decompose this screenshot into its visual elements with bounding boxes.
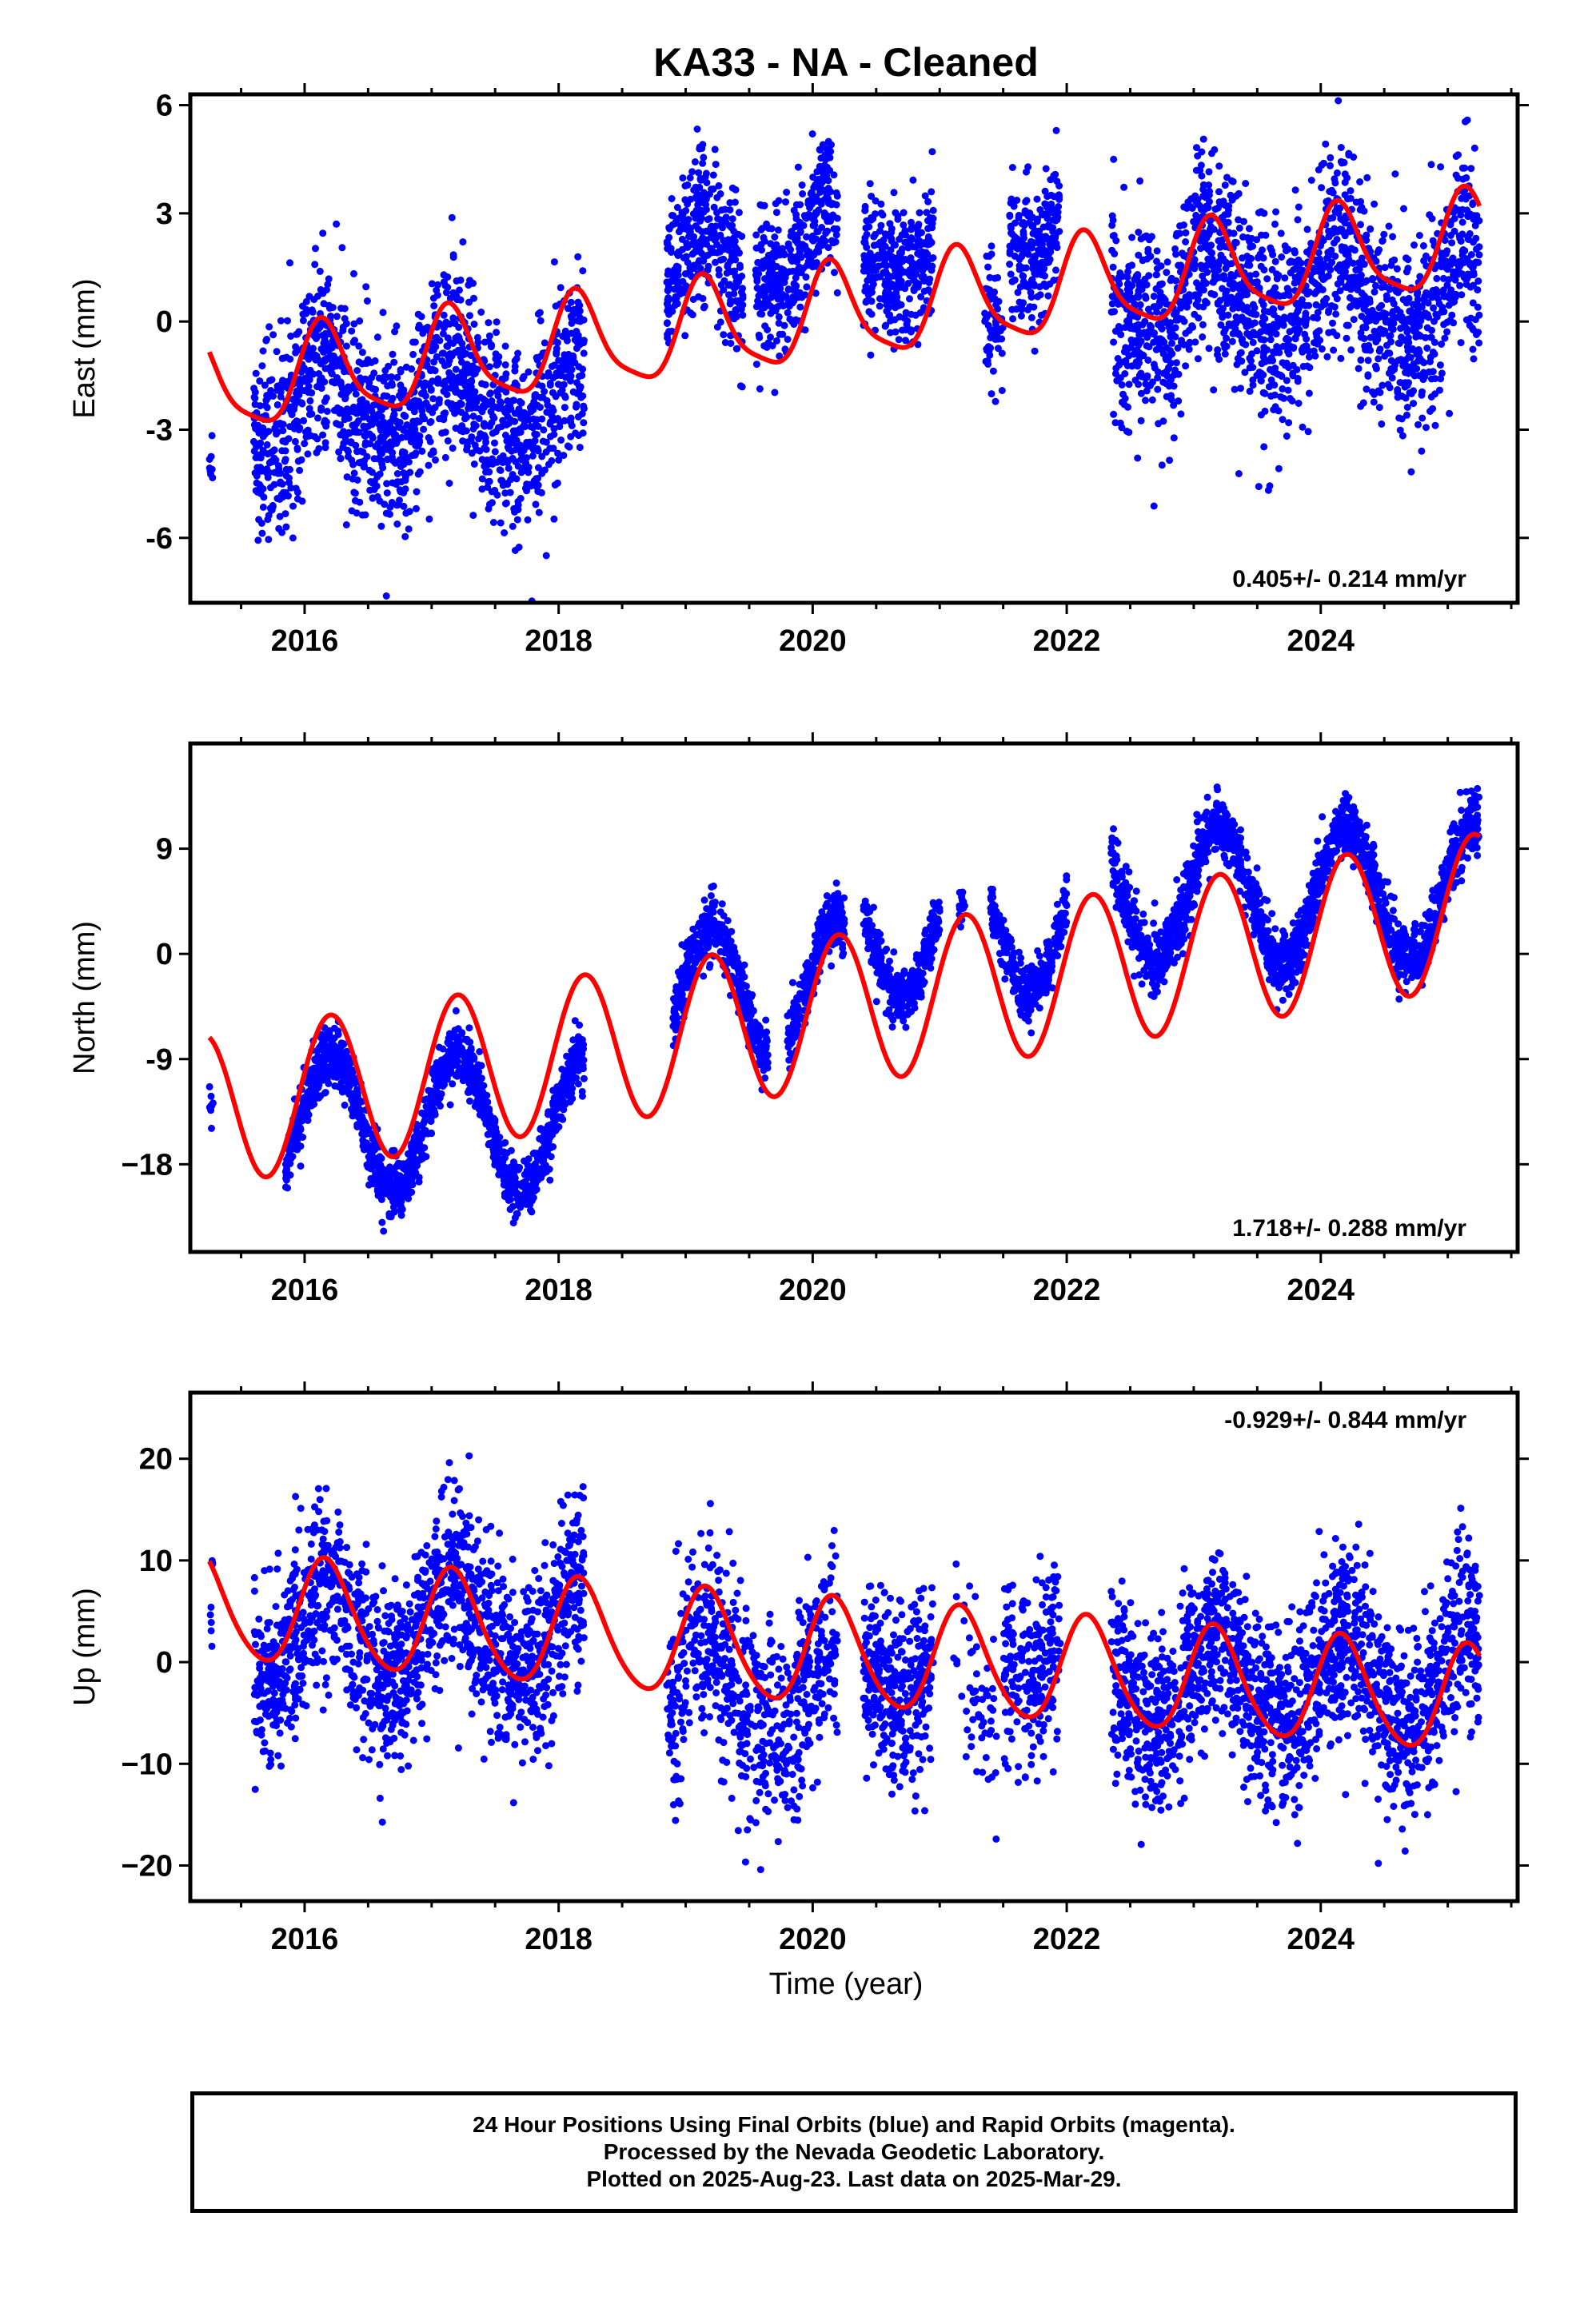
- up-points: [206, 1452, 1483, 1901]
- east-y-tick-label: -3: [146, 413, 173, 447]
- north-x-tick-label: 2018: [525, 1274, 592, 1307]
- east-y-tick-label: 6: [156, 90, 173, 123]
- up-model-fit: [207, 1555, 1482, 1748]
- north-y-tick-label: −18: [122, 1148, 173, 1182]
- up-x-tick-label: 2020: [779, 1923, 847, 1956]
- caption-line-3: Plotted on 2025-Aug-23. Last data on 202…: [586, 2167, 1122, 2191]
- east-y-axis-label: East (mm): [68, 278, 102, 418]
- north-x-tick-label: 2024: [1287, 1274, 1355, 1307]
- up-y-tick-label: 20: [139, 1443, 173, 1477]
- up-x-tick-label: 2022: [1033, 1923, 1101, 1956]
- east-panel: 2016 2018 2020 2022 2024 -6 -3 0 3 6 East (mm) 0.40…: [68, 83, 1529, 658]
- east-x-tick-label: 2024: [1287, 624, 1355, 658]
- up-y-tick-label: −20: [122, 1849, 173, 1883]
- east-x-tick-label: 2020: [779, 624, 847, 658]
- north-x-tick-label: 2016: [271, 1274, 339, 1307]
- east-model-fit: [207, 183, 1482, 423]
- north-panel: 2016 2018 2020 2022 2024 −18 -9 0 9 North (mm) 1.7…: [68, 732, 1529, 1307]
- east-x-tick-label: 2016: [271, 624, 339, 658]
- up-y-tick-label: −10: [122, 1748, 173, 1781]
- caption-line-2: Processed by the Nevada Geodetic Laborat…: [603, 2139, 1105, 2164]
- up-daily-positions: [206, 1452, 1483, 1901]
- north-y-tick-label: 9: [156, 833, 173, 867]
- figure-title: KA33 - NA - Cleaned: [653, 40, 1039, 85]
- north-x-tick-label: 2022: [1033, 1274, 1101, 1307]
- up-y-tick-label: 0: [156, 1646, 173, 1680]
- up-rate-label: -0.929+/- 0.844 mm/yr: [1224, 1407, 1466, 1433]
- up-frame: [188, 1390, 1520, 1903]
- north-points: [205, 783, 1483, 1235]
- east-frame: [188, 92, 1520, 605]
- east-y-tick-label: -6: [146, 522, 173, 556]
- up-y-tick-label: 10: [139, 1545, 173, 1578]
- east-y-tick-label: 3: [156, 197, 173, 231]
- caption-box: 24 Hour Positions Using Final Orbits (bl…: [190, 2091, 1518, 2213]
- north-y-axis-label: North (mm): [68, 921, 102, 1074]
- east-points: [205, 97, 1483, 603]
- north-rate-label: 1.718+/- 0.288 mm/yr: [1232, 1215, 1466, 1242]
- up-panel: 2016 2018 2020 2022 2024 −20 −10 0 10 20 Up (mm) -0…: [68, 1381, 1529, 1956]
- east-x-tick-label: 2018: [525, 624, 592, 658]
- east-daily-positions: [205, 97, 1483, 603]
- x-axis-label: Time (year): [769, 1967, 924, 2001]
- north-daily-positions: [205, 783, 1483, 1235]
- north-x-tick-label: 2020: [779, 1274, 847, 1307]
- up-y-axis-label: Up (mm): [68, 1588, 102, 1706]
- north-model-fit: [207, 831, 1482, 1180]
- up-x-tick-label: 2024: [1287, 1923, 1355, 1956]
- east-rate-label: 0.405+/- 0.214 mm/yr: [1232, 566, 1466, 592]
- north-y-tick-label: -9: [146, 1043, 173, 1077]
- east-x-tick-label: 2022: [1033, 624, 1101, 658]
- caption-line-1: 24 Hour Positions Using Final Orbits (bl…: [473, 2112, 1235, 2137]
- north-y-tick-label: 0: [156, 938, 173, 971]
- up-x-tick-label: 2018: [525, 1923, 592, 1956]
- north-frame: [188, 741, 1520, 1254]
- east-y-tick-label: 0: [156, 305, 173, 339]
- up-x-tick-label: 2016: [271, 1923, 339, 1956]
